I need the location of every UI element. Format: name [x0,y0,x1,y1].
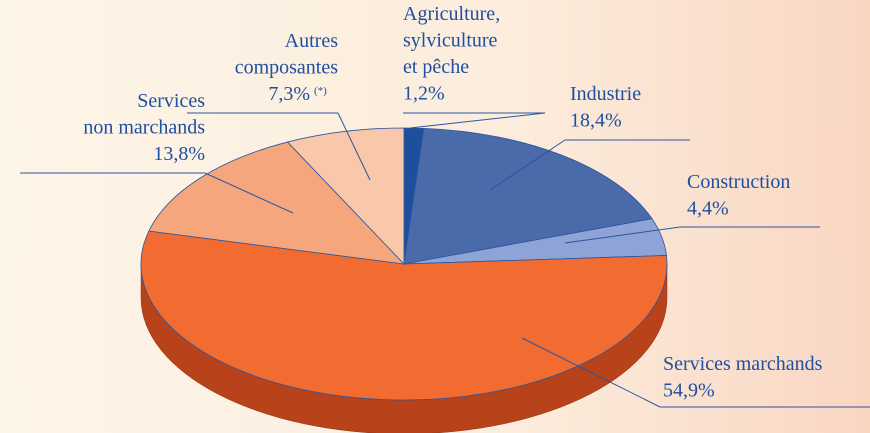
labels: Agriculture, sylviculture et pêche 1,2% Indu… [20,3,870,408]
category-label: Services marchands [663,353,823,375]
annotation: (*) [314,85,327,97]
pie-slice [148,141,406,265]
category-label: Industrie [570,83,641,105]
value-label: 4,4% [687,198,729,220]
value-label: 13,8% [153,143,205,165]
category-label: Autres composantes [235,30,339,79]
category-label: Agriculture, sylviculture et pêche [403,3,500,78]
value-label: 1,2% [403,83,445,105]
leader-line [489,139,566,191]
leader-line [337,112,371,181]
category-label: Construction [687,171,790,193]
leader-line [521,337,661,408]
value-label: 7,3% [268,83,310,105]
pie-slice [286,127,405,265]
value-label: 54,9% [663,380,715,402]
leader-line [409,112,546,129]
category-label: Services non marchands [83,90,205,139]
leader-line [564,226,681,244]
pie-slice [140,230,668,401]
leader-line [204,172,294,214]
pie-slice [403,127,653,265]
value-label: 18,4% [570,110,622,132]
pie-tops [140,127,668,401]
